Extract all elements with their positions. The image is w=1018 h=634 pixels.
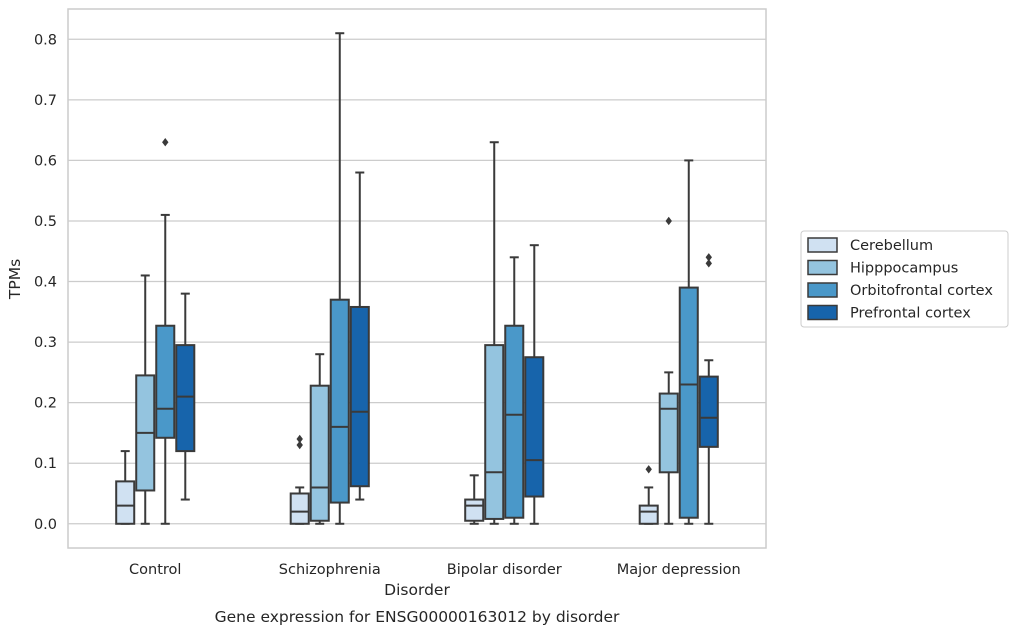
y-tick-label: 0.7	[34, 93, 57, 109]
x-tick-label: Major depression	[617, 562, 741, 578]
outlier-point	[645, 465, 652, 474]
box-plot-series	[115, 32, 719, 525]
legend-swatch	[807, 237, 838, 253]
outlier-point	[665, 216, 672, 226]
outlier-point	[705, 259, 712, 268]
box	[638, 504, 659, 525]
box	[658, 392, 679, 474]
chart-caption: Gene expression for ENSG00000163012 by d…	[215, 608, 620, 626]
box	[329, 298, 350, 504]
x-axis-ticks: Control Schizophrenia Bipolar disorder Majo…	[129, 562, 741, 578]
y-tick-label: 0.3	[34, 335, 57, 351]
box	[524, 356, 545, 498]
x-tick-label: Bipolar disorder	[447, 562, 562, 578]
legend-label: Orbitofrontal cortex	[850, 283, 993, 299]
x-tick-label: Schizophrenia	[279, 562, 381, 578]
box	[115, 480, 136, 525]
legend-frame	[800, 230, 1009, 328]
legend-label: Prefrontal cortex	[850, 306, 971, 322]
box	[309, 384, 330, 522]
box	[464, 498, 485, 522]
legend-label: Hipppocampus	[850, 261, 958, 277]
box	[484, 344, 505, 520]
x-axis-label: Disorder	[384, 581, 450, 599]
legend-swatch	[807, 304, 838, 321]
series-hipppocampus	[135, 141, 679, 525]
plot-frame	[67, 8, 767, 549]
outlier-point	[162, 138, 169, 147]
box	[155, 324, 176, 439]
y-tick-label: 0.8	[34, 32, 57, 48]
series-prefrontal-cortex	[175, 171, 719, 525]
y-tick-label: 0.1	[34, 456, 57, 472]
box	[504, 324, 525, 519]
y-tick-label: 0.0	[34, 517, 57, 533]
y-tick-label: 0.6	[34, 153, 57, 169]
y-axis-ticks: 0.0 0.1 0.2 0.3 0.4 0.5 0.6 0.7 0.8	[34, 32, 57, 532]
legend-label: Cerebellum	[850, 238, 933, 254]
y-tick-label: 0.4	[34, 275, 57, 291]
legend: Cerebellum Hipppocampus Orbitofrontal cort…	[800, 230, 1009, 328]
outlier-point	[705, 253, 712, 262]
box	[289, 492, 310, 525]
legend-items: Cerebellum Hipppocampus Orbitofrontal cort…	[807, 237, 993, 322]
legend-swatch	[807, 282, 838, 298]
box	[349, 305, 370, 488]
box	[698, 375, 719, 448]
outlier-point	[296, 434, 303, 444]
y-axis-label: TPMs	[6, 259, 24, 300]
box	[175, 344, 196, 453]
series-orbitofrontal-cortex	[155, 32, 699, 525]
y-tick-label: 0.5	[34, 214, 57, 230]
box	[678, 286, 699, 519]
x-tick-label: Control	[129, 562, 181, 578]
series-cerebellum	[115, 434, 659, 525]
outlier-point	[296, 440, 303, 450]
y-tick-label: 0.2	[34, 396, 57, 412]
legend-swatch	[807, 259, 838, 276]
